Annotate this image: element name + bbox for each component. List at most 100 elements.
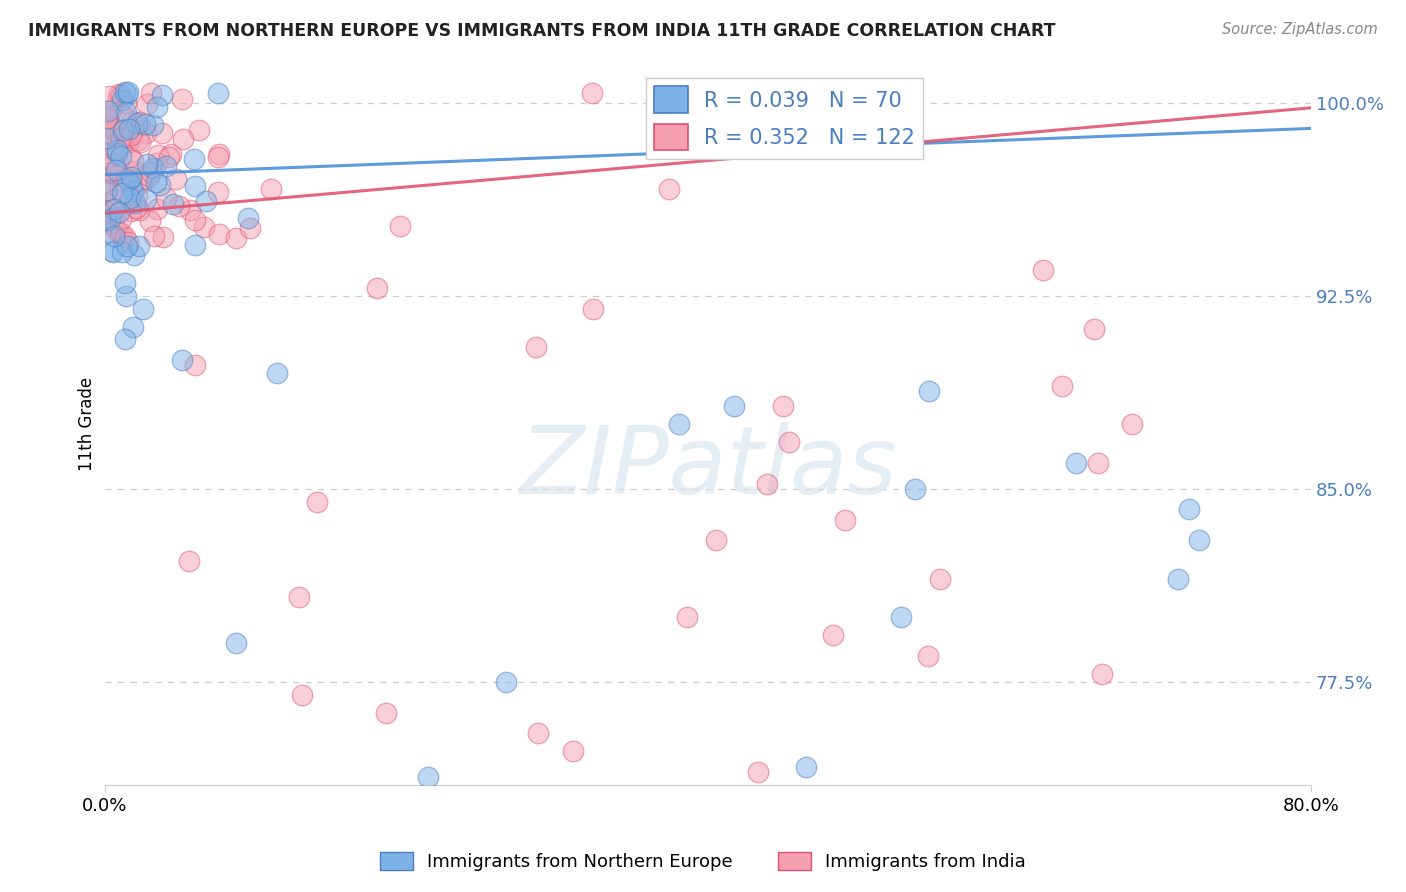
Point bbox=[118, 135, 141, 149]
Point bbox=[1121, 417, 1143, 432]
Point bbox=[105, 144, 128, 158]
Point bbox=[170, 353, 193, 368]
Point bbox=[266, 366, 288, 380]
Point bbox=[118, 122, 141, 136]
Point bbox=[177, 554, 200, 568]
Point bbox=[128, 239, 150, 253]
Point bbox=[134, 117, 156, 131]
Point bbox=[124, 196, 146, 211]
Point bbox=[288, 590, 311, 604]
Point bbox=[98, 121, 121, 136]
Point bbox=[184, 212, 207, 227]
Point bbox=[183, 358, 205, 372]
Point bbox=[146, 100, 169, 114]
Point bbox=[104, 221, 127, 235]
Point bbox=[139, 213, 162, 227]
Point bbox=[194, 194, 217, 209]
Point bbox=[103, 142, 125, 156]
Point bbox=[928, 572, 950, 586]
Point bbox=[918, 384, 941, 398]
Point bbox=[225, 636, 247, 650]
Point bbox=[184, 178, 207, 193]
Point bbox=[104, 168, 127, 182]
Point bbox=[117, 238, 139, 252]
Point bbox=[149, 178, 172, 192]
Point bbox=[374, 706, 396, 720]
Point bbox=[118, 191, 141, 205]
Text: ZIPatlas: ZIPatlas bbox=[519, 422, 897, 513]
Point bbox=[148, 148, 170, 162]
Point bbox=[110, 131, 132, 145]
Point bbox=[94, 185, 117, 199]
Point bbox=[125, 188, 148, 202]
Point bbox=[120, 178, 142, 192]
Point bbox=[117, 86, 139, 100]
Point bbox=[582, 301, 605, 316]
Point bbox=[110, 149, 132, 163]
Legend: Immigrants from Northern Europe, Immigrants from India: Immigrants from Northern Europe, Immigra… bbox=[373, 846, 1033, 879]
Point bbox=[366, 281, 388, 295]
Point bbox=[917, 648, 939, 663]
Point bbox=[1177, 502, 1199, 516]
Point bbox=[117, 235, 139, 250]
Point bbox=[98, 89, 121, 103]
Point bbox=[239, 221, 262, 235]
Point bbox=[524, 340, 547, 354]
Text: Source: ZipAtlas.com: Source: ZipAtlas.com bbox=[1222, 22, 1378, 37]
Point bbox=[139, 87, 162, 101]
Point bbox=[1083, 322, 1105, 336]
Point bbox=[658, 182, 681, 196]
Point bbox=[114, 95, 136, 110]
Point bbox=[127, 119, 149, 133]
Point bbox=[723, 400, 745, 414]
Point bbox=[108, 205, 131, 219]
Point bbox=[111, 186, 134, 201]
Point bbox=[104, 206, 127, 220]
Point bbox=[96, 165, 118, 179]
Point bbox=[120, 204, 142, 219]
Point bbox=[97, 103, 120, 118]
Point bbox=[94, 213, 117, 227]
Legend: R = 0.039   N = 70, R = 0.352   N = 122: R = 0.039 N = 70, R = 0.352 N = 122 bbox=[645, 78, 924, 159]
Point bbox=[418, 770, 440, 784]
Point bbox=[98, 227, 121, 241]
Point bbox=[389, 219, 412, 233]
Point bbox=[150, 88, 173, 103]
Point bbox=[731, 136, 754, 151]
Text: IMMIGRANTS FROM NORTHERN EUROPE VS IMMIGRANTS FROM INDIA 11TH GRADE CORRELATION : IMMIGRANTS FROM NORTHERN EUROPE VS IMMIG… bbox=[28, 22, 1056, 40]
Point bbox=[103, 156, 125, 170]
Point bbox=[676, 610, 699, 624]
Point bbox=[155, 159, 177, 173]
Point bbox=[136, 157, 159, 171]
Point bbox=[668, 417, 690, 432]
Point bbox=[96, 204, 118, 219]
Point bbox=[103, 245, 125, 260]
Point bbox=[207, 86, 229, 100]
Point bbox=[114, 289, 136, 303]
Point bbox=[157, 150, 180, 164]
Point bbox=[122, 164, 145, 178]
Point bbox=[111, 123, 134, 137]
Point bbox=[107, 146, 129, 161]
Point bbox=[107, 225, 129, 239]
Point bbox=[121, 124, 143, 138]
Point bbox=[112, 122, 135, 136]
Point bbox=[187, 123, 209, 137]
Point bbox=[94, 195, 117, 210]
Point bbox=[145, 202, 167, 216]
Point bbox=[238, 211, 260, 226]
Point bbox=[110, 226, 132, 240]
Point bbox=[495, 674, 517, 689]
Point bbox=[141, 165, 163, 179]
Point bbox=[104, 192, 127, 206]
Point bbox=[103, 202, 125, 216]
Point bbox=[117, 87, 139, 102]
Point bbox=[97, 118, 120, 132]
Point bbox=[107, 92, 129, 106]
Point bbox=[1091, 667, 1114, 681]
Point bbox=[115, 196, 138, 211]
Point bbox=[125, 202, 148, 216]
Point bbox=[225, 230, 247, 244]
Point bbox=[128, 202, 150, 217]
Point bbox=[100, 103, 122, 117]
